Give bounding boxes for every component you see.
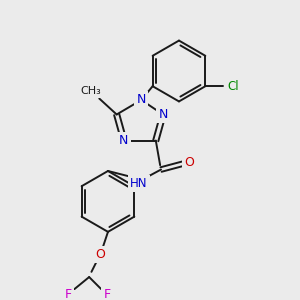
Text: N: N xyxy=(158,108,168,121)
Text: O: O xyxy=(95,248,105,261)
Text: O: O xyxy=(184,156,194,169)
Text: F: F xyxy=(103,288,111,300)
Text: CH₃: CH₃ xyxy=(81,86,101,96)
Text: HN: HN xyxy=(130,177,147,190)
Text: Cl: Cl xyxy=(227,80,239,93)
Text: N: N xyxy=(119,134,129,147)
Text: F: F xyxy=(65,288,72,300)
Text: N: N xyxy=(136,94,146,106)
